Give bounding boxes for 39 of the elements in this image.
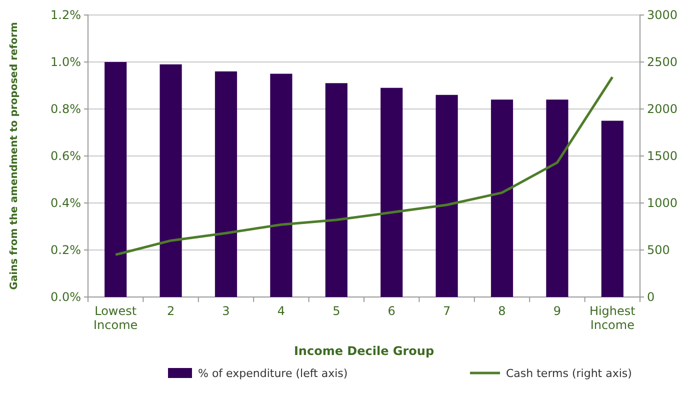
y-tick-label: 0.0% [50,290,81,304]
y-tick-label: 0.4% [50,196,81,210]
bar [270,74,292,297]
y2-tick-label: 500 [647,242,670,257]
bar [546,100,568,297]
bar [436,94,458,297]
y2-tick-label: 0 [647,290,655,304]
x-axis-title: Income Decile Group [294,344,434,358]
x-tick-label: 6 [388,304,396,318]
bar [380,88,403,297]
bar [214,71,238,297]
y-tick-label: 0.2% [50,242,81,257]
y-tick-label: 0.8% [50,102,81,116]
line-series [114,76,614,256]
y2-tick-label: 2500 [647,54,678,69]
x-tick-label: 5 [332,304,340,318]
x-tick-label: 3 [222,304,230,318]
bar [490,100,514,297]
y-tick-label: 1.0% [50,54,81,69]
legend-label: Cash terms (right axis) [506,367,632,380]
bar [325,83,348,297]
x-tick-label: Lowest Income [94,304,138,332]
x-tick-label: 2 [166,304,175,318]
y2-tick-label: 2000 [647,102,678,116]
x-tick-label: Highest Income [589,304,636,332]
y-tick-label: 0.6% [50,148,81,163]
y-tick-label: 1.2% [50,8,81,22]
y-axis-title: Gains from the amendment to proposed reform [9,22,20,290]
bar [160,64,182,297]
y2-tick-label: 3000 [647,8,678,22]
y2-tick-label: 1500 [647,148,678,163]
x-tick-label: 9 [553,304,562,318]
y2-tick-label: 1000 [647,196,678,210]
x-tick-label: 4 [277,304,286,318]
x-tick-label: 7 [442,304,451,318]
bar [104,62,127,297]
legend-label: % of expenditure (left axis) [198,367,348,380]
x-tick-label: 8 [498,304,506,318]
bar [601,120,624,297]
